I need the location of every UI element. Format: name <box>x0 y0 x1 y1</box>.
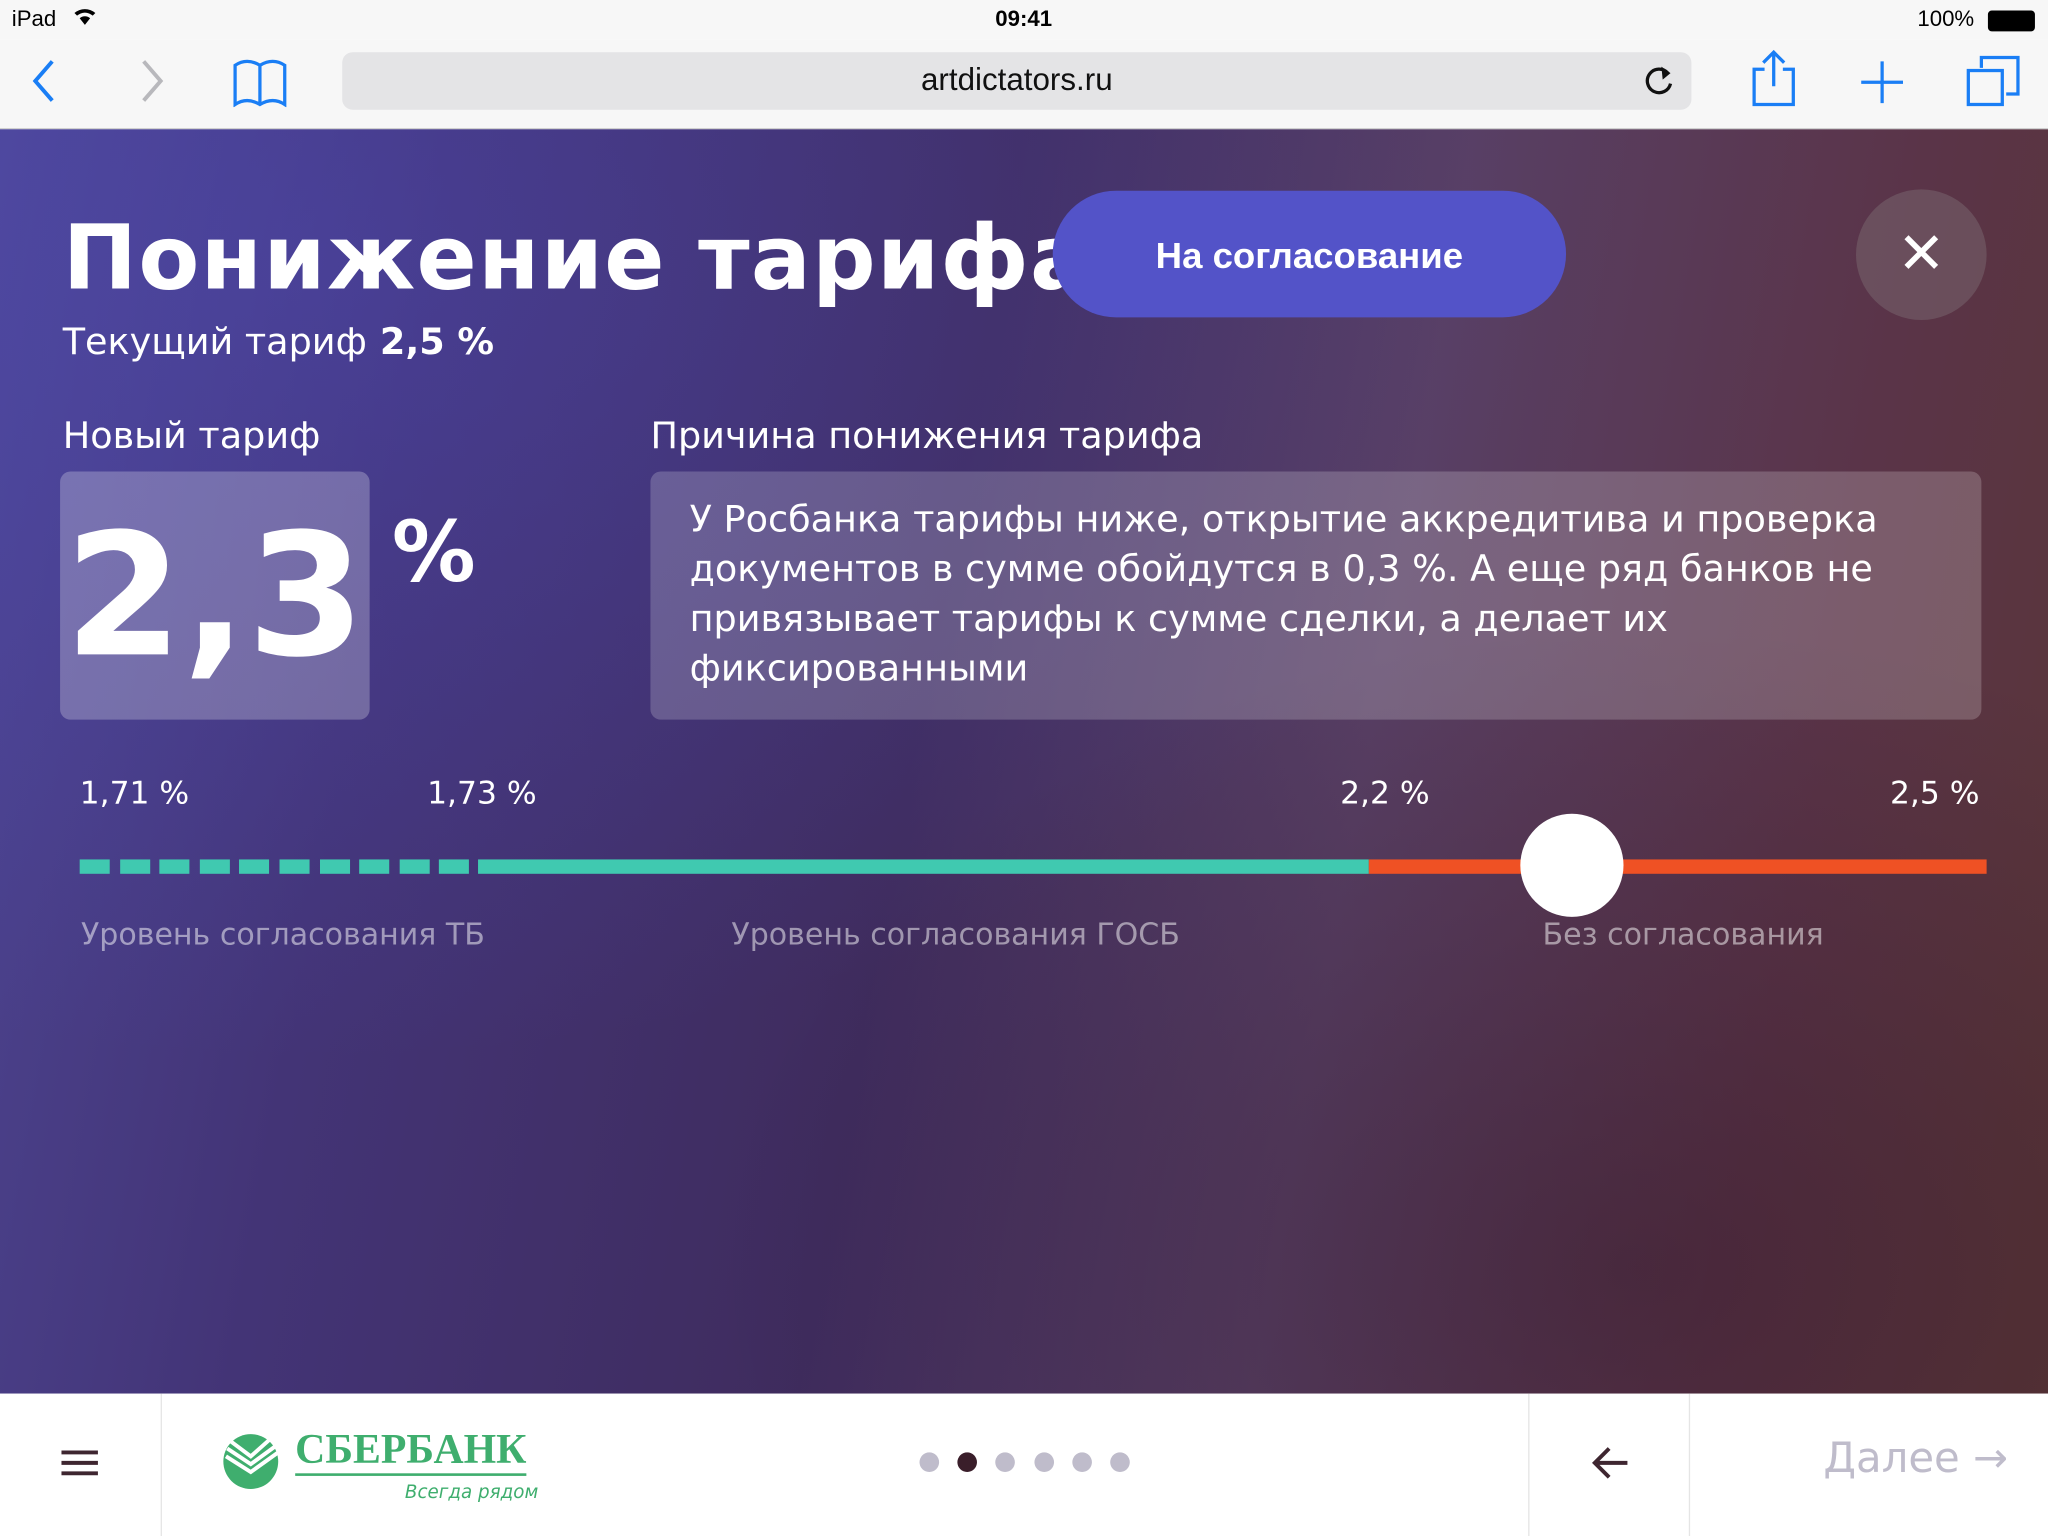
back-arrow-icon[interactable] <box>1591 1443 1630 1487</box>
tick-label: 1,71 % <box>79 774 190 812</box>
track-tb-segment <box>199 859 230 874</box>
share-icon[interactable] <box>1750 49 1797 113</box>
page-dot[interactable] <box>957 1452 978 1472</box>
clock: 09:41 <box>995 6 1053 32</box>
track-tb-segment <box>279 859 310 874</box>
page-dot[interactable] <box>1072 1452 1092 1472</box>
page-dot[interactable] <box>919 1452 940 1472</box>
device-name: iPad <box>11 6 57 32</box>
current-tariff-value: 2,5 % <box>379 319 495 364</box>
track-gosb-zone <box>478 859 1369 874</box>
next-button[interactable]: Далее → <box>1823 1433 2008 1483</box>
zone-label: Уровень согласования ТБ <box>80 918 485 953</box>
battery-percent: 100% <box>1917 6 1975 32</box>
close-button[interactable]: ✕ <box>1855 189 1987 320</box>
status-bar: iPad 09:41 100% <box>0 0 2048 40</box>
track-tb-segment <box>239 859 270 874</box>
track-tb-segment <box>399 859 430 874</box>
track-no-approval-zone <box>1368 859 1987 874</box>
page-dot[interactable] <box>995 1452 1016 1472</box>
wifi-icon <box>72 4 98 34</box>
current-tariff: Текущий тариф 2,5 % <box>63 320 494 363</box>
page-title: Понижение тарифа <box>62 207 1092 311</box>
brand-tagline: Всегда рядом <box>404 1482 539 1504</box>
percent-sign: % <box>391 505 476 603</box>
track-tb-segment <box>79 859 110 874</box>
tick-label: 2,5 % <box>1889 774 1980 812</box>
reload-icon[interactable] <box>1642 63 1676 100</box>
zone-label: Уровень согласования ГОСБ <box>731 918 1180 953</box>
track-tb-segment <box>159 859 190 874</box>
url-bar[interactable]: artdictators.ru <box>342 52 1692 110</box>
new-tariff-input[interactable]: 2,3 <box>60 471 370 720</box>
next-label: Далее <box>1823 1432 1960 1483</box>
tick-label: 1,73 % <box>427 774 537 812</box>
current-tariff-label: Текущий тариф <box>62 319 367 364</box>
approve-button[interactable]: На согласование <box>1052 190 1567 318</box>
menu-icon[interactable] <box>61 1448 98 1482</box>
zone-label: Без согласования <box>1542 918 1824 953</box>
new-tariff-label: Новый тариф <box>62 414 321 458</box>
browser-toolbar: artdictators.ru <box>0 39 2048 130</box>
sberbank-logo: СБЕРБАНК Всегда рядом <box>222 1425 538 1503</box>
track-tb-segment <box>119 859 150 874</box>
battery-icon <box>1987 10 2035 32</box>
brand-name: СБЕРБАНК <box>295 1425 527 1476</box>
page-dot[interactable] <box>1033 1452 1054 1472</box>
footer: СБЕРБАНК Всегда рядом Далее → <box>0 1393 2048 1536</box>
close-icon: ✕ <box>1897 220 1946 288</box>
back-icon[interactable] <box>29 57 60 109</box>
tariff-panel: Понижение тарифа На согласование ✕ Текущ… <box>0 129 2048 1394</box>
add-tab-icon[interactable] <box>1860 60 1904 110</box>
forward-icon[interactable] <box>136 57 167 109</box>
slider-thumb[interactable] <box>1520 813 1624 917</box>
page-dot[interactable] <box>1110 1452 1130 1472</box>
track-tb-segment <box>319 859 350 874</box>
bookmarks-icon[interactable] <box>232 57 287 112</box>
track-tb-segment <box>439 859 470 874</box>
reason-label: Причина понижения тарифа <box>650 414 1204 458</box>
next-arrow-icon: → <box>1973 1432 2009 1483</box>
tabs-icon[interactable] <box>1966 55 2021 112</box>
url-text: artdictators.ru <box>920 62 1113 98</box>
track-tb-segment <box>359 859 390 874</box>
reason-text[interactable]: У Росбанка тарифы ниже, открытие аккреди… <box>650 471 1982 720</box>
tick-label: 2,2 % <box>1340 774 1430 812</box>
